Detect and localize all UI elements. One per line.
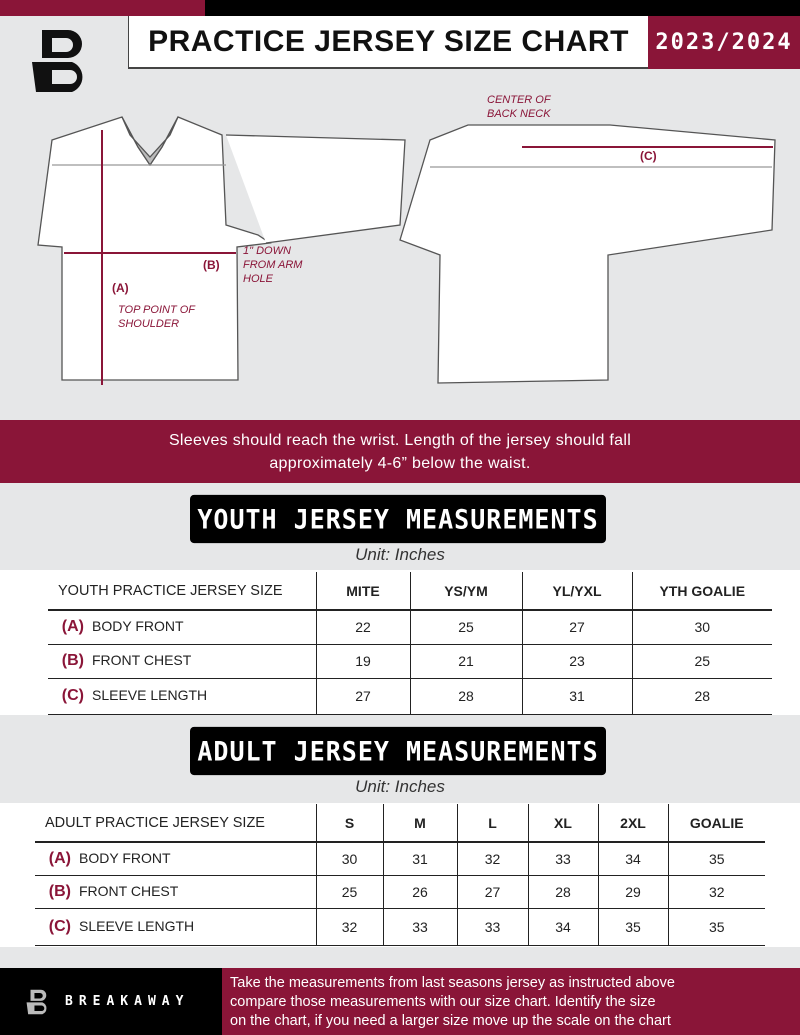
label-a: (A) xyxy=(112,281,129,295)
cell: 34 xyxy=(597,842,668,875)
cell: 28 xyxy=(409,678,522,714)
table-row: (C) SLEEVE LENGTH 32 33 33 34 35 35 xyxy=(35,908,765,945)
label-c: (C) xyxy=(640,149,657,163)
table-row: (A) BODY FRONT 30 31 32 33 34 35 xyxy=(35,842,765,875)
cell: 33 xyxy=(382,908,457,945)
front-jersey-outline xyxy=(37,116,406,381)
row-letter: (B) xyxy=(61,652,84,669)
cell: 22 xyxy=(315,610,410,644)
cell: 31 xyxy=(382,842,457,875)
adult-header-label: ADULT PRACTICE JERSEY SIZE xyxy=(45,814,265,831)
top-accent-bar xyxy=(0,0,205,16)
table-row: (B) FRONT CHEST 25 26 27 28 29 32 xyxy=(35,875,765,908)
cell: 33 xyxy=(456,908,528,945)
row-name: FRONT CHEST xyxy=(79,882,179,899)
measurement-lines xyxy=(64,130,773,385)
adult-size: L xyxy=(456,804,528,842)
adult-size: GOALIE xyxy=(667,804,765,842)
cell: 27 xyxy=(315,678,410,714)
cell: 29 xyxy=(597,875,668,908)
row-letter: (B) xyxy=(48,882,71,900)
fit-line-2: approximately 4-6” below the waist. xyxy=(269,455,531,472)
row-letter: (C) xyxy=(61,687,84,704)
adult-table: ADULT PRACTICE JERSEY SIZE S M L XL 2XL … xyxy=(35,804,765,946)
note-c: CENTER OF BACK NECK xyxy=(487,94,551,120)
cell: 27 xyxy=(456,875,528,908)
row-letter: (A) xyxy=(61,618,84,636)
cell: 32 xyxy=(456,842,528,875)
table-row: (B) FRONT CHEST 19 21 23 25 xyxy=(48,644,772,678)
row-name: SLEEVE LENGTH xyxy=(79,917,195,934)
youth-section-title: YOUTH JERSEY MEASUREMENTS xyxy=(190,494,606,544)
top-black-bar xyxy=(205,0,800,16)
cell: 35 xyxy=(667,908,765,945)
page-title: PRACTICE JERSEY SIZE CHART xyxy=(128,16,648,69)
cell: 33 xyxy=(527,842,598,875)
adult-unit: Unit: Inches xyxy=(355,777,445,796)
footer-line: Take the measurements from last seasons … xyxy=(230,975,675,991)
youth-size: YL/YXL xyxy=(521,572,632,610)
youth-header-label: YOUTH PRACTICE JERSEY SIZE xyxy=(58,582,283,599)
brand-name: BREAKAWAY xyxy=(65,994,190,1009)
adult-size: 2XL xyxy=(597,804,668,842)
youth-table: YOUTH PRACTICE JERSEY SIZE MITE YS/YM YL… xyxy=(48,572,772,715)
footer-brand: BREAKAWAY xyxy=(0,968,222,1035)
cell: 26 xyxy=(382,875,457,908)
cell: 21 xyxy=(409,644,522,678)
cell: 32 xyxy=(315,908,383,945)
cell: 30 xyxy=(631,610,772,644)
row-name: FRONT CHEST xyxy=(92,652,192,668)
label-b: (B) xyxy=(203,258,220,272)
breakaway-logo xyxy=(32,30,83,92)
cell: 28 xyxy=(527,875,598,908)
cell: 25 xyxy=(631,644,772,678)
cell: 35 xyxy=(597,908,668,945)
table-row: (A) BODY FRONT 22 25 27 30 xyxy=(48,610,772,644)
cell: 27 xyxy=(521,610,632,644)
row-letter: (A) xyxy=(48,849,71,867)
table-row: (C) SLEEVE LENGTH 27 28 31 28 xyxy=(48,678,772,714)
cell: 19 xyxy=(315,644,410,678)
jersey-diagram xyxy=(37,116,776,385)
cell: 28 xyxy=(631,678,772,714)
note-b: 1" DOWN FROM ARM HOLE xyxy=(243,245,303,285)
youth-size: YS/YM xyxy=(409,572,522,610)
row-letter: (C) xyxy=(48,917,71,935)
season-label: 2023/2024 xyxy=(648,16,800,69)
adult-size: XL xyxy=(527,804,598,842)
adult-size: S xyxy=(315,804,383,842)
fit-instructions-band: Sleeves should reach the wrist. Length o… xyxy=(0,420,800,483)
youth-size: YTH GOALIE xyxy=(631,572,772,610)
cell: 34 xyxy=(527,908,598,945)
fit-line-1: Sleeves should reach the wrist. Length o… xyxy=(168,432,632,449)
row-name: SLEEVE LENGTH xyxy=(92,687,208,703)
cell: 30 xyxy=(315,842,383,875)
cell: 31 xyxy=(521,678,632,714)
note-a: TOP POINT OF SHOULDER xyxy=(118,304,195,330)
adult-size: M xyxy=(382,804,457,842)
cell: 35 xyxy=(667,842,765,875)
youth-size: MITE xyxy=(315,572,410,610)
footer-line: compare those measurements with our size… xyxy=(230,994,656,1010)
youth-unit: Unit: Inches xyxy=(355,545,445,564)
row-name: BODY FRONT xyxy=(79,849,171,866)
footer-line: on the chart, if you need a larger size … xyxy=(230,1013,671,1029)
cell: 25 xyxy=(315,875,383,908)
footer-instructions: Take the measurements from last seasons … xyxy=(222,968,800,1035)
row-name: BODY FRONT xyxy=(92,618,184,635)
cell: 23 xyxy=(521,644,632,678)
back-jersey-outline xyxy=(399,124,776,384)
breakaway-logo-small xyxy=(26,989,47,1014)
cell: 32 xyxy=(667,875,765,908)
adult-section-title: ADULT JERSEY MEASUREMENTS xyxy=(190,726,606,776)
cell: 25 xyxy=(409,610,522,644)
